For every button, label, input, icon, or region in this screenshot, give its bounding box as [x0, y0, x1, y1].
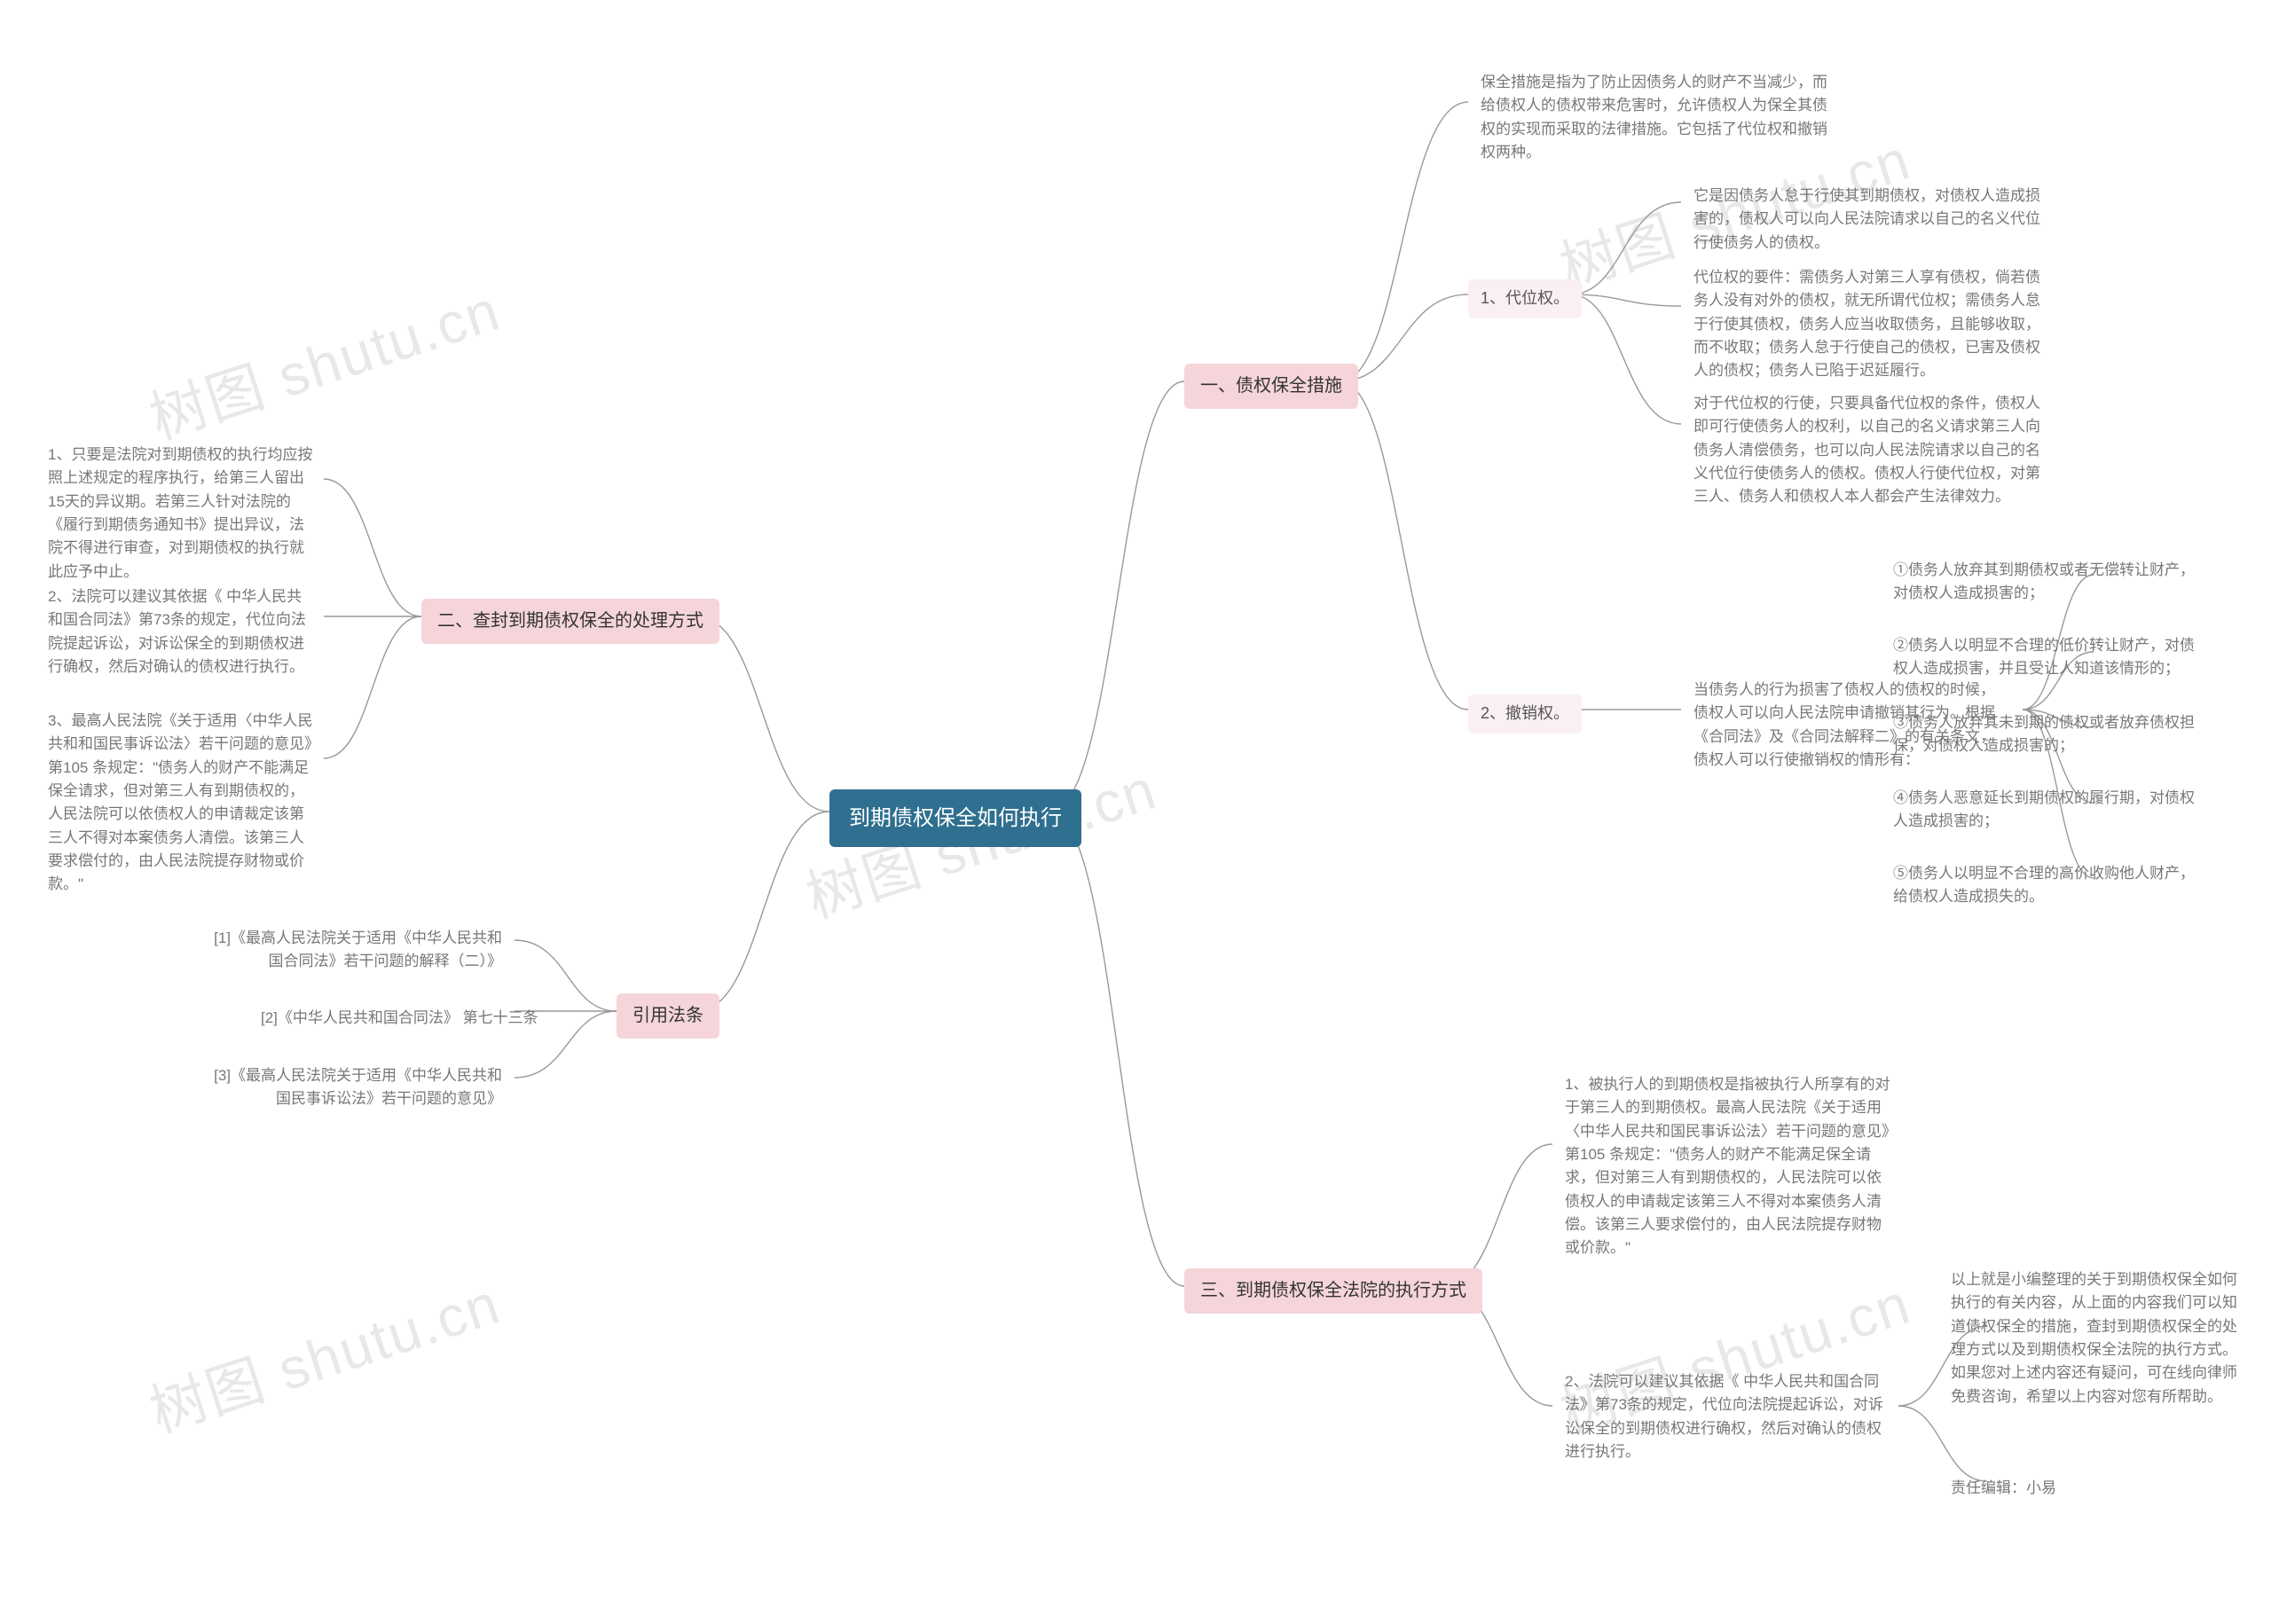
branch-2: 二、查封到期债权保全的处理方式 [421, 599, 719, 644]
b3-tail-1: 责任编辑：小易 [1938, 1468, 2069, 1509]
branch-3: 三、到期债权保全法院的执行方式 [1184, 1268, 1482, 1314]
b3-item-0: 1、被执行人的到期债权是指被执行人所享有的对于第三人的到期债权。最高人民法院《关… [1552, 1064, 1907, 1269]
watermark: 树图 shutu.cn [138, 1259, 509, 1448]
b1-s1: 1、代位权。 [1468, 279, 1582, 318]
b1-s1-item-2: 对于代位权的行使，只要具备代位权的条件，债权人即可行使债务人的权利，以自己的名义… [1681, 383, 2054, 518]
b2-item-0: 1、只要是法院对到期债权的执行均应按照上述规定的程序执行，给第三人留出15天的异… [35, 435, 328, 592]
b1-s2-item-0: ①债务人放弃其到期债权或者无偿转让财产，对债权人造成损害的； [1881, 550, 2218, 615]
b4-item-0: [1]《最高人民法院关于适用《中华人民共和国合同法》若干问题的解释（二）》 [195, 918, 515, 983]
b1-s2: 2、撤销权。 [1468, 694, 1582, 734]
mindmap-canvas: 树图 shutu.cn 树图 shutu.cn 树图 shutu.cn 树图 s… [0, 0, 2271, 1624]
b1-s1-item-1: 代位权的要件：需债务人对第三人享有债权，倘若债务人没有对外的债权，就无所谓代位权… [1681, 257, 2054, 392]
root-node: 到期债权保全如何执行 [829, 789, 1081, 847]
b1-s2-item-2: ③债务人放弃其未到期的债权或者放弃债权担保，对债权人造成损害的； [1881, 702, 2218, 767]
b1-s1-item-0: 它是因债务人怠于行使其到期债权，对债权人造成损害的，债权人可以向人民法院请求以自… [1681, 176, 2054, 263]
b2-item-2: 3、最高人民法院《关于适用〈中华人民共和和国民事诉讼法〉若干问题的意见》第105… [35, 701, 328, 906]
b2-item-1: 2、法院可以建议其依据《 中华人民共和国合同法》第73条的规定，代位向法院提起诉… [35, 577, 328, 687]
b1-intro: 保全措施是指为了防止因债务人的财产不当减少，而给债权人的债权带来危害时，允许债权… [1468, 62, 1841, 173]
b3-tail-0: 以上就是小编整理的关于到期债权保全如何执行的有关内容，从上面的内容我们可以知道债… [1938, 1259, 2258, 1417]
watermark: 树图 shutu.cn [138, 265, 509, 455]
branch-1: 一、债权保全措施 [1184, 364, 1358, 409]
branch-4: 引用法条 [617, 993, 719, 1039]
b1-s2-item-4: ⑤债务人以明显不合理的高价收购他人财产，给债权人造成损失的。 [1881, 853, 2218, 918]
b4-item-2: [3]《最高人民法院关于适用《中华人民共和国民事诉讼法》若干问题的意见》 [195, 1055, 515, 1120]
b3-item-1: 2、法院可以建议其依据《 中华人民共和国合同法》第73条的规定，代位向法院提起诉… [1552, 1361, 1898, 1472]
b1-s2-item-3: ④债务人恶意延长到期债权的履行期，对债权人造成损害的； [1881, 778, 2218, 843]
b1-s2-item-1: ②债务人以明显不合理的低价转让财产，对债权人造成损害，并且受让人知道该情形的； [1881, 625, 2218, 690]
b4-item-1: [2]《中华人民共和国合同法》 第七十三条 [248, 998, 551, 1039]
